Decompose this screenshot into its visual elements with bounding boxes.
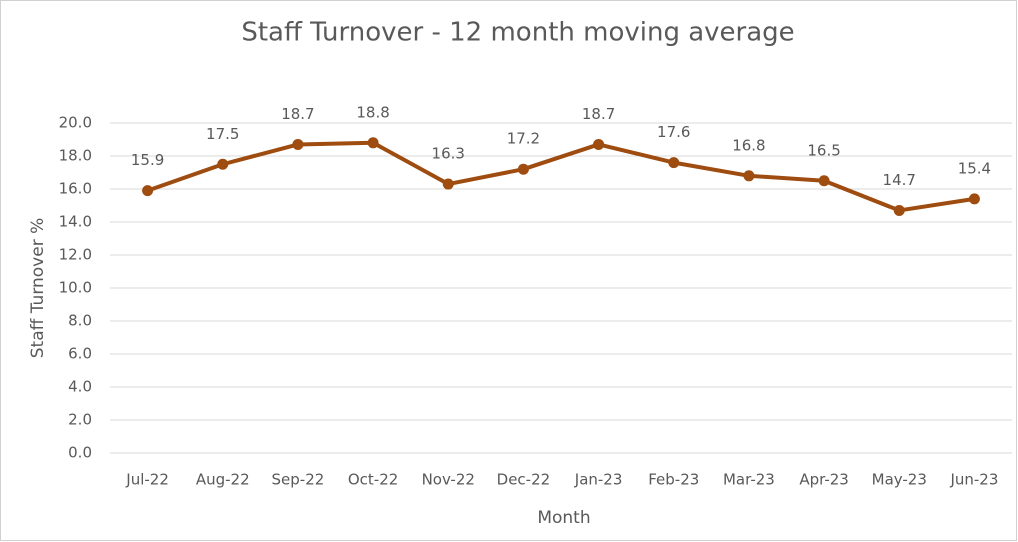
x-tick-label: Mar-23: [723, 471, 775, 489]
y-tick-label: 4.0: [68, 378, 92, 396]
point: [893, 204, 905, 216]
y-tick-label: 6.0: [68, 345, 92, 363]
data-label: 16.8: [732, 136, 765, 154]
point: [743, 170, 755, 182]
x-tick-label: Apr-23: [799, 471, 849, 489]
point: [818, 175, 830, 187]
point: [217, 158, 229, 170]
x-tick-label: Dec-22: [497, 471, 551, 489]
x-tick-label: Oct-22: [348, 471, 398, 489]
x-axis-label: Month: [537, 508, 590, 528]
point: [517, 163, 529, 175]
y-tick-label: 8.0: [68, 312, 92, 330]
y-tick-label: 10.0: [59, 279, 92, 297]
x-tick-label: May-23: [872, 471, 927, 489]
point: [367, 137, 379, 149]
data-label: 18.8: [356, 103, 389, 121]
data-label: 17.5: [206, 125, 239, 143]
y-axis-label: Staff Turnover %: [28, 218, 48, 359]
x-tick-label: Nov-22: [422, 471, 475, 489]
y-tick-label: 20.0: [59, 114, 92, 132]
point: [442, 178, 454, 190]
data-label: 14.7: [883, 171, 916, 189]
data-label: 15.9: [131, 151, 164, 169]
point: [593, 138, 605, 150]
data-label: 17.6: [657, 123, 690, 141]
data-label: 16.5: [807, 141, 840, 159]
point: [142, 185, 154, 197]
data-label: 18.7: [281, 105, 314, 123]
point: [668, 157, 680, 169]
x-tick-label: Jun-23: [949, 471, 998, 489]
y-tick-label: 2.0: [68, 411, 92, 429]
y-tick-label: 16.0: [59, 180, 92, 198]
data-label: 18.7: [582, 105, 615, 123]
data-label: 15.4: [958, 159, 991, 177]
y-tick-label: 18.0: [59, 147, 92, 165]
point: [968, 193, 980, 205]
line: [146, 140, 975, 213]
x-tick-label: Jan-23: [574, 471, 623, 489]
x-tick-label: Feb-23: [648, 471, 699, 489]
y-tick-label: 0.0: [68, 444, 92, 462]
x-tick-label: Jul-22: [125, 471, 169, 489]
x-tick-label: Sep-22: [272, 471, 325, 489]
point: [292, 138, 304, 150]
data-label: 16.3: [432, 145, 465, 163]
x-tick-label: Aug-22: [196, 471, 250, 489]
y-tick-label: 12.0: [59, 246, 92, 264]
chart-title: Staff Turnover - 12 month moving average: [241, 18, 794, 48]
y-tick-label: 14.0: [59, 213, 92, 231]
data-label: 17.2: [507, 130, 540, 148]
